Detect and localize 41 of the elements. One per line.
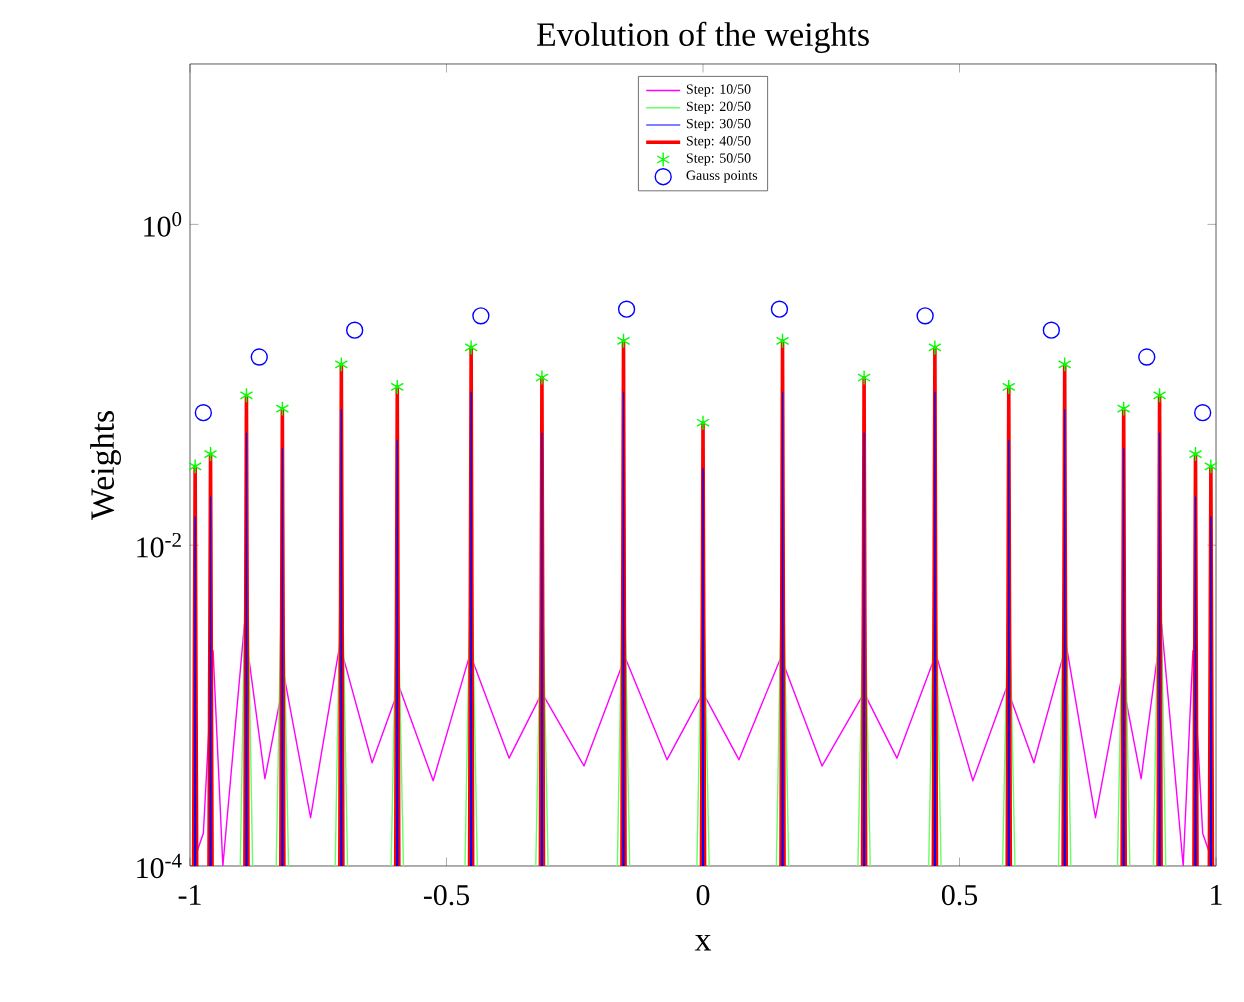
x-tick-label: 1	[1211, 884, 1222, 905]
point	[928, 339, 942, 356]
x-axis-title: x	[694, 934, 712, 951]
point	[346, 321, 364, 339]
point	[617, 300, 636, 318]
y-tick-label: 10$^{0}$	[144, 212, 182, 237]
point	[194, 404, 213, 422]
point	[239, 387, 254, 403]
y-tick-label: 10$^{-4}$	[137, 853, 182, 879]
point	[472, 307, 490, 325]
point	[1188, 446, 1203, 462]
x-tick-label: -0.5	[423, 884, 470, 906]
point	[775, 333, 790, 349]
point	[390, 379, 405, 395]
y-tick-label: 10$^{-2}$	[137, 532, 181, 558]
point	[770, 300, 789, 318]
point	[916, 307, 934, 325]
point	[1138, 348, 1156, 366]
point	[535, 369, 549, 386]
chart-title: Evolution of the weights	[536, 21, 869, 53]
point	[203, 446, 218, 462]
point	[696, 415, 710, 431]
line-series	[191, 623, 1215, 866]
point	[1057, 356, 1072, 373]
point	[1042, 321, 1061, 339]
point	[1204, 458, 1218, 475]
x-tick-label: 0	[696, 884, 710, 906]
point	[275, 400, 290, 417]
y-axis-title: Weights	[90, 411, 121, 521]
point	[464, 339, 478, 356]
point	[616, 333, 631, 349]
point	[1002, 379, 1016, 395]
point	[334, 356, 349, 373]
point	[1194, 404, 1212, 422]
point	[250, 348, 268, 366]
point	[1116, 400, 1131, 417]
point	[188, 458, 202, 475]
x-tick-label: 0.5	[941, 884, 978, 906]
x-tick-label: -1	[178, 884, 201, 905]
point	[1152, 387, 1167, 403]
point	[857, 369, 871, 386]
